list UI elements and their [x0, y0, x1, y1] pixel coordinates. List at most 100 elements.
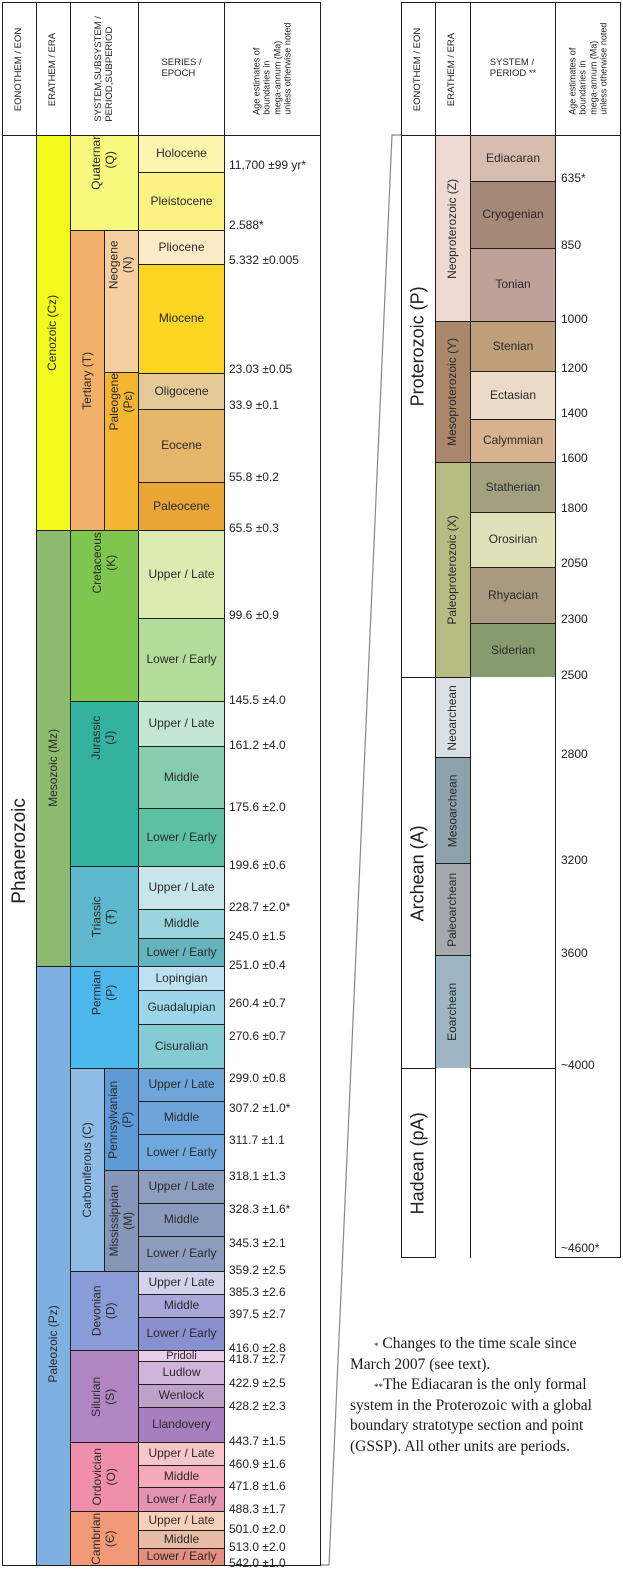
age-label: 270.6 ±0.7	[229, 1029, 286, 1043]
series-triassic-middle: Middle	[138, 909, 225, 939]
age-label: 501.0 ±2.0	[229, 1522, 286, 1536]
age-label: 2500	[561, 668, 588, 682]
period-statherian: Statherian	[470, 462, 556, 513]
period-archean-empty	[470, 677, 556, 1069]
age-label: 460.9 ±1.6	[229, 1457, 286, 1471]
system-ordovician: Ordovician (O)	[70, 1442, 139, 1512]
age-label: 245.0 ±1.5	[229, 929, 286, 943]
age-label: 2.588*	[229, 218, 264, 232]
era-mesozoic: Mesozoic (Mz)	[36, 530, 71, 967]
header-period-right: SYSTEM / PERIOD **	[470, 2, 556, 136]
age-label: ~4000	[561, 1058, 595, 1072]
age-column-left	[224, 135, 321, 1566]
subsystem-mississippian: Mississippian (M)	[104, 1170, 139, 1272]
period-rhyacian: Rhyacian	[470, 567, 556, 624]
footnote-2: **The Ediacaran is the only formal syste…	[350, 1376, 592, 1455]
age-label: 422.9 ±2.5	[229, 1376, 286, 1390]
period-stenian: Stenian	[470, 321, 556, 372]
era-paleoproterozoic: Paleoproterozoic (X)	[435, 462, 471, 678]
age-label: 161.2 ±4.0	[229, 738, 286, 752]
age-label: 428.2 ±2.3	[229, 1399, 286, 1413]
eon-proterozoic: Proterozoic (P)	[401, 135, 436, 678]
age-label: 1200	[561, 361, 588, 375]
era-mesoproterozoic: Mesoproterozoic (Y)	[435, 321, 471, 463]
series-cretaceous-lower: Lower / Early	[138, 618, 225, 702]
age-label: 1800	[561, 501, 588, 515]
age-label: 318.1 ±1.3	[229, 1169, 286, 1183]
age-label: 311.7 ±1.1	[229, 1133, 285, 1147]
period-cryogenian: Cryogenian	[470, 181, 556, 249]
series-miocene: Miocene	[138, 264, 225, 374]
period-ediacaran: Ediacaran	[470, 135, 556, 182]
age-label: 416.0 ±2.8	[229, 1341, 286, 1355]
age-label: 55.8 ±0.2	[229, 470, 279, 484]
series-holocene: Holocene	[138, 135, 225, 173]
age-label: 3600	[561, 946, 588, 960]
series-paleocene: Paleocene	[138, 482, 225, 531]
age-label: 2300	[561, 612, 588, 626]
age-label: ~4600*	[561, 1241, 600, 1255]
footnote-1: * Changes to the time scale since March …	[350, 1335, 577, 1373]
age-label: 299.0 ±0.8	[229, 1071, 286, 1085]
system-devonian: Devonian (D)	[70, 1271, 139, 1351]
age-label: 635*	[561, 171, 586, 185]
series-triassic-upper: Upper / Late	[138, 866, 225, 910]
age-label: 2050	[561, 556, 588, 570]
era-cenozoic: Cenozoic (Cz)	[36, 135, 71, 531]
age-label: 99.6 ±0.9	[229, 608, 279, 622]
series-lopingian: Lopingian	[138, 966, 225, 991]
era-eoarchean: Eoarchean	[435, 955, 471, 1069]
age-label: 145.5 ±4.0	[229, 693, 286, 707]
era-hadean-empty	[435, 1068, 471, 1258]
age-label: 850	[561, 238, 582, 252]
period-tonian: Tonian	[470, 248, 556, 322]
age-label: 5.332 ±0.005	[229, 253, 299, 267]
series-cambrian-lower: Lower / Early	[138, 1548, 225, 1566]
age-label: 1000	[561, 312, 588, 326]
system-silurian: Silurian (S)	[70, 1350, 139, 1443]
age-label: 513.0 ±2.0	[229, 1540, 286, 1554]
age-label: 1400	[561, 406, 588, 420]
header-era-right: ERATHEM / ERA	[435, 2, 471, 136]
eon-hadean: Hadean (pA)	[401, 1068, 436, 1258]
age-column-right	[555, 135, 621, 1258]
header-age-right: Age estimates of boundaries in mega-annu…	[555, 2, 621, 136]
series-devonian-middle: Middle	[138, 1294, 225, 1318]
age-label: 2800	[561, 747, 588, 761]
series-mississippian-upper: Upper / Late	[138, 1170, 225, 1204]
system-triassic: Triassic (Ŧ)	[70, 866, 139, 967]
series-pennsylvanian-upper: Upper / Late	[138, 1068, 225, 1102]
age-label: 359.2 ±2.5	[229, 1263, 286, 1277]
series-llandovery: Llandovery	[138, 1407, 225, 1443]
age-label: 418.7 ±2.7	[229, 1352, 286, 1366]
series-pleistocene: Pleistocene	[138, 172, 225, 231]
age-label: 199.6 ±0.6	[229, 858, 286, 872]
subsystem-pennsylvanian: Pennsylvanian (P)	[104, 1068, 139, 1171]
period-siderian: Siderian	[470, 623, 556, 678]
series-cambrian-middle: Middle	[138, 1530, 225, 1549]
era-mesoarchean: Mesoarchean	[435, 757, 471, 864]
age-label: 443.7 ±1.5	[229, 1434, 286, 1448]
system-tertiary: Tertiary (T)	[70, 230, 105, 531]
age-label: 65.5 ±0.3	[229, 521, 279, 535]
series-pliocene: Pliocene	[138, 230, 225, 265]
period-orosirian: Orosirian	[470, 512, 556, 568]
age-label: 471.8 ±1.6	[229, 1479, 286, 1493]
age-label: 11,700 ±99 yr*	[229, 158, 307, 172]
footnotes: * Changes to the time scale since March …	[350, 1334, 620, 1457]
age-label: 260.4 ±0.7	[229, 996, 286, 1010]
era-neoproterozoic: Neoproterozoic (Z)	[435, 135, 471, 322]
system-cambrian: Cambrian (Є)	[70, 1511, 139, 1566]
header-eon-right: EONOTHEM / EON	[401, 2, 436, 136]
period-calymmian: Calymmian	[470, 419, 556, 463]
period-ectasian: Ectasian	[470, 371, 556, 420]
age-label: 175.6 ±2.0	[229, 800, 286, 814]
series-cretaceous-upper: Upper / Late	[138, 530, 225, 619]
age-label: 307.2 ±1.0*	[229, 1101, 291, 1115]
age-label: 3200	[561, 853, 588, 867]
age-label: 251.0 ±0.4	[229, 958, 286, 972]
system-permian: Permian (P)	[70, 966, 139, 1069]
series-mississippian-lower: Lower / Early	[138, 1236, 225, 1272]
age-label: 397.5 ±2.7	[229, 1307, 286, 1321]
